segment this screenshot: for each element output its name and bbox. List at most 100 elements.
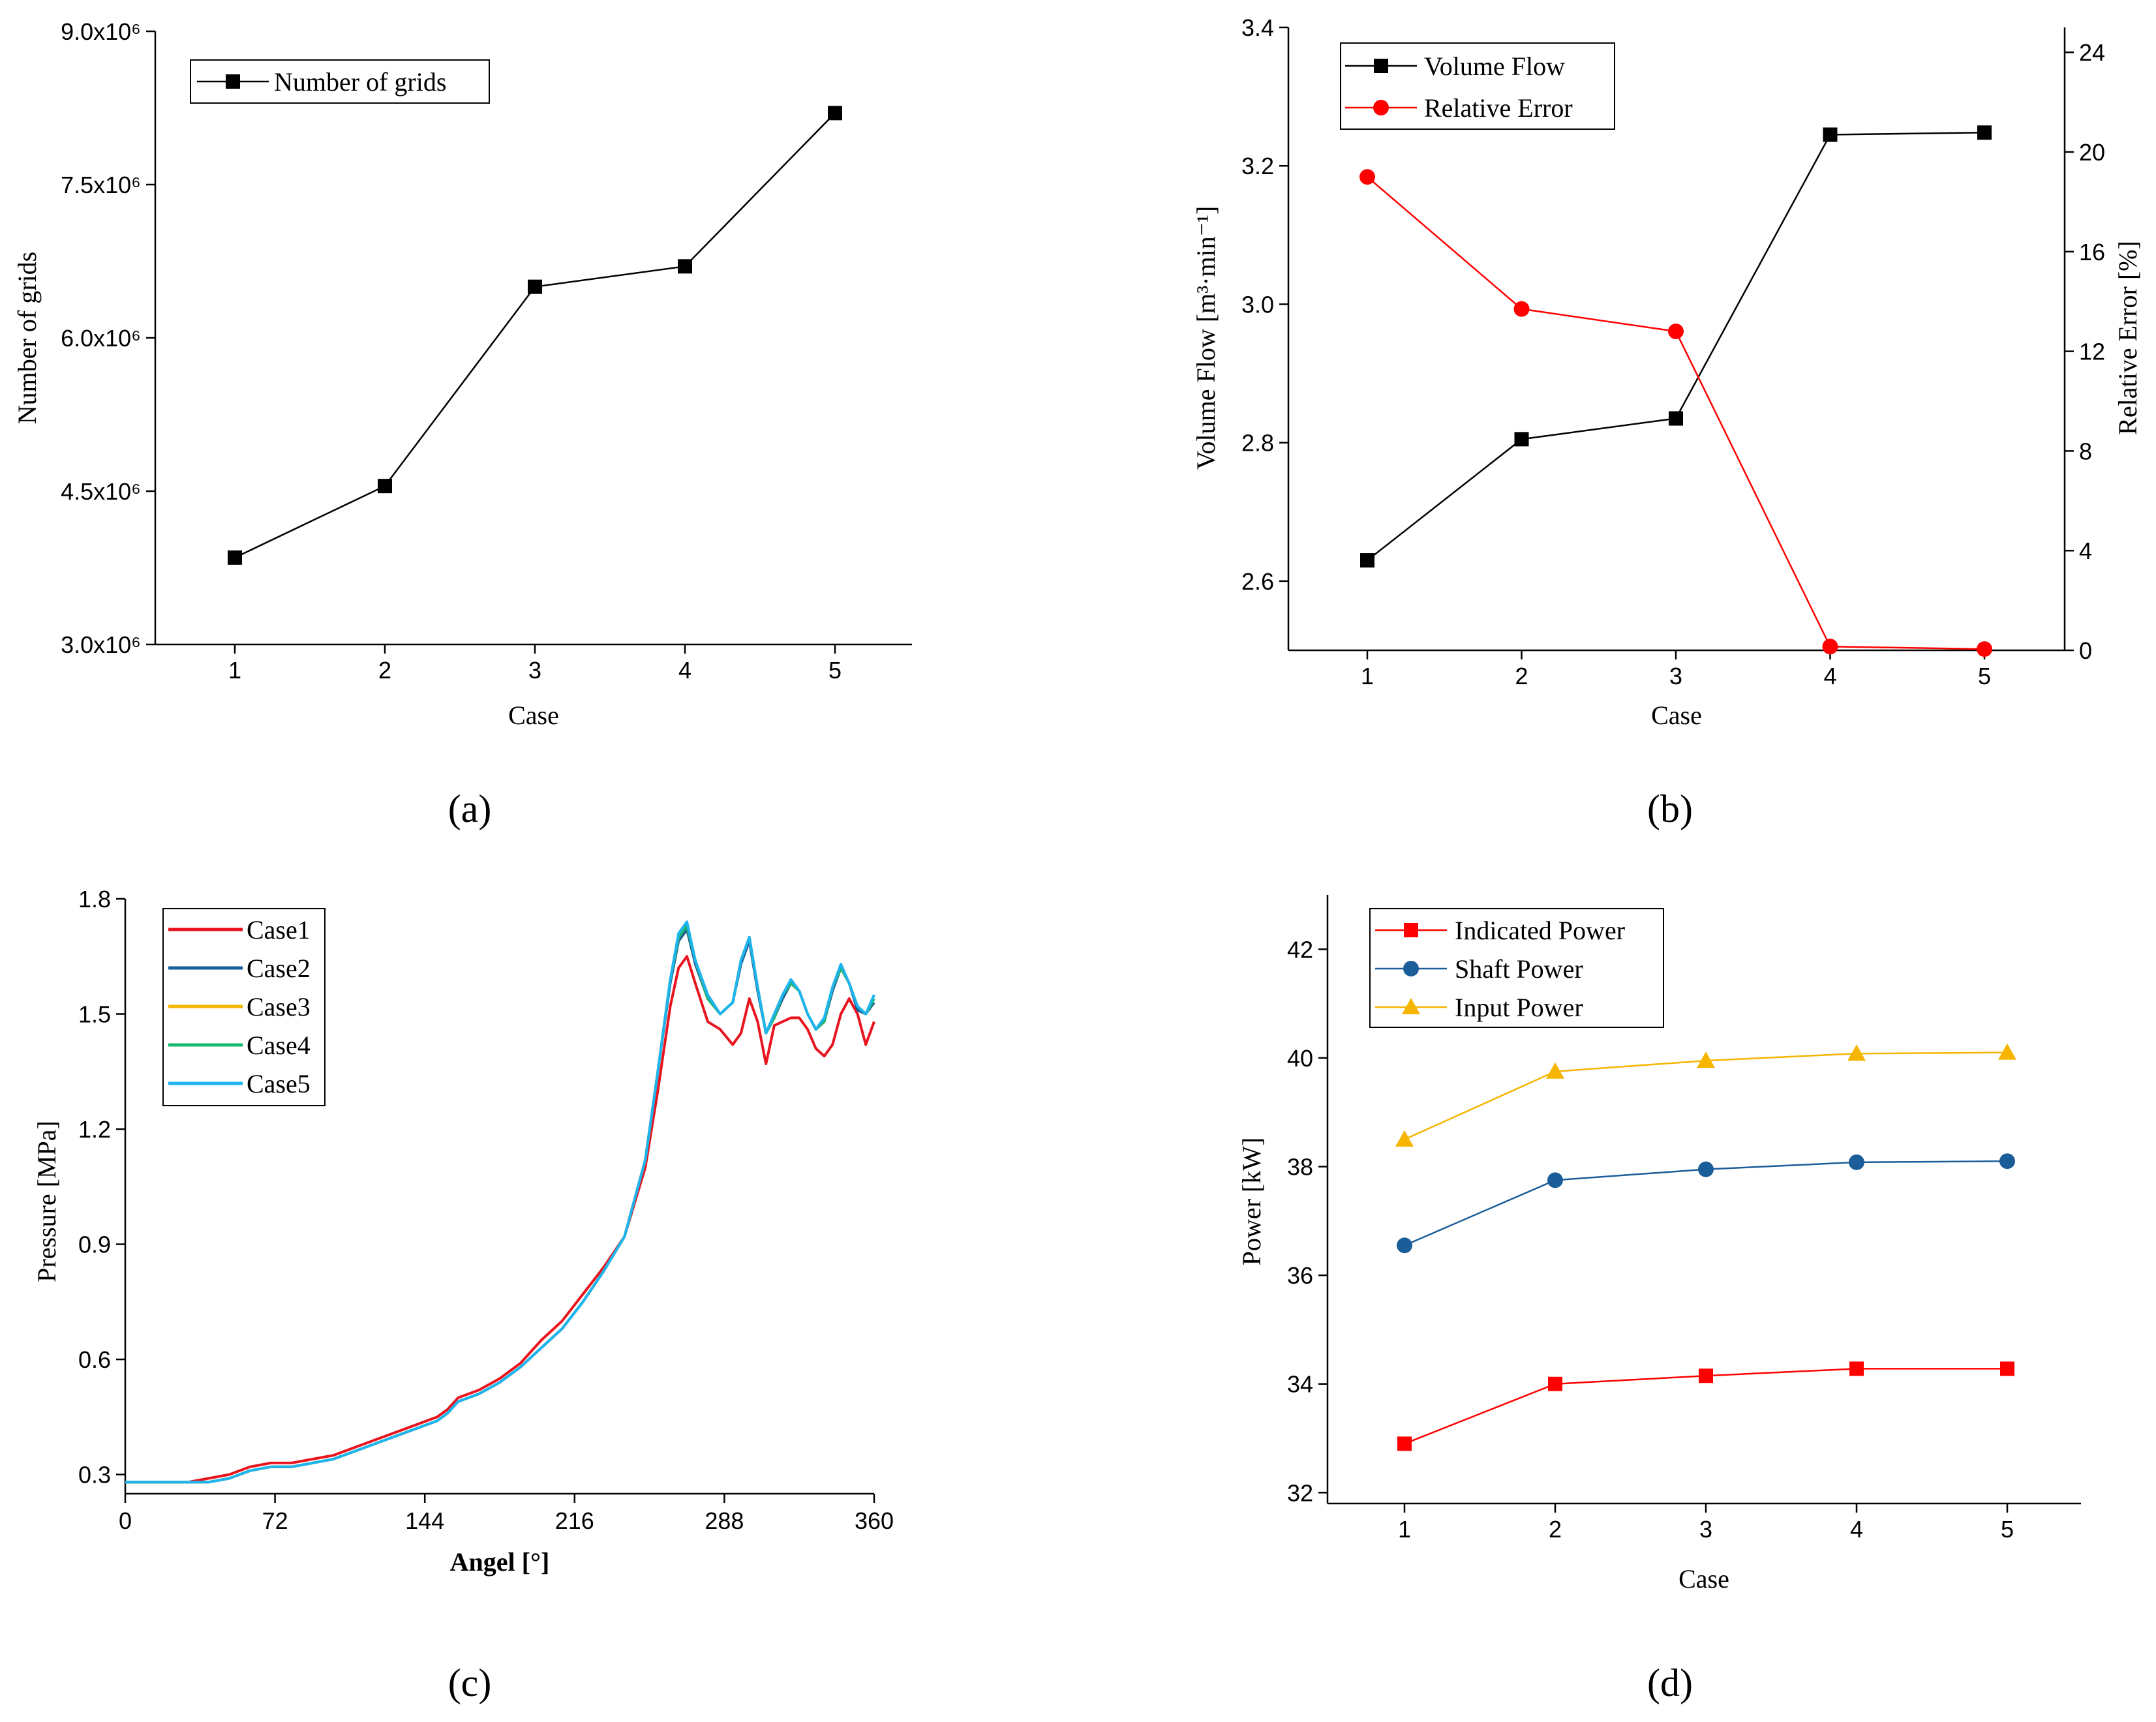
panel-d-y-axis-label: Power [kW] (1237, 1138, 1266, 1266)
legend-label-volume-flow: Volume Flow (1424, 52, 1565, 81)
x-tick-label: 2 (378, 657, 391, 684)
x-tick-label: 3 (1669, 663, 1682, 689)
y-tick-label: 1.2 (78, 1116, 111, 1143)
legend-label-number-of-grids: Number of grids (274, 67, 446, 97)
panel-c-legend: Case1 Case2 Case3 Case4 Case5 (162, 908, 326, 1106)
data-point-shaft-power (1999, 1153, 2015, 1170)
data-point-relative-error (1977, 641, 1992, 657)
series-line-volume-flow (1367, 132, 1985, 562)
y-tick-label: 42 (1287, 936, 1313, 963)
data-point-indicated-power (2000, 1361, 2014, 1376)
panel-c-chart: 0 72 144 216 288 360 0.3 0.6 0.9 1.2 1.5 1.8 Angel … (32, 886, 894, 1704)
x-tick-label: 5 (1978, 663, 1991, 689)
series-line-number-of-grids (234, 112, 836, 558)
y-tick-label: 36 (1287, 1262, 1313, 1289)
series-line-case1 (125, 955, 875, 1484)
y-tick-label: 4.5x10⁶ (61, 478, 141, 505)
data-point-relative-error (1359, 169, 1375, 185)
legend-marker-input-power (1402, 998, 1420, 1014)
y-tick-label: 7.5x10⁶ (61, 172, 141, 198)
data-point-indicated-power (1699, 1368, 1713, 1383)
panel-b-legend: Volume Flow Relative Error (1340, 42, 1615, 130)
y-tick-label: 3.0x10⁶ (61, 631, 141, 658)
panel-b-label: (b) (1647, 787, 1693, 830)
panel-b-x-axis-label: Case (1651, 701, 1702, 730)
data-point-volume-flow (1823, 127, 1838, 142)
legend-label-input-power: Input Power (1455, 993, 1583, 1022)
panel-b-legend-box (1340, 42, 1615, 130)
panel-d-series (1395, 1043, 2016, 1451)
y-tick-label: 38 (1287, 1154, 1313, 1181)
data-point-number-of-grids (528, 279, 542, 294)
data-point-number-of-grids (228, 550, 242, 565)
legend-label-case5: Case5 (247, 1069, 311, 1098)
x-tick-label: 1 (228, 657, 241, 684)
panel-a-y-axis-label: Number of grids (12, 252, 42, 424)
panel-c-series (125, 920, 875, 1484)
panel-a-label: (a) (448, 787, 492, 830)
y2-tick-label: 16 (2079, 239, 2105, 265)
y-tick-label: 9.0x10⁶ (61, 18, 141, 45)
data-point-input-power (1546, 1062, 1564, 1079)
x-tick-label: 3 (528, 657, 541, 684)
legend-label-case3: Case3 (247, 992, 311, 1021)
y-tick-label: 40 (1287, 1045, 1313, 1072)
x-tick-label: 0 (119, 1507, 132, 1534)
data-point-number-of-grids (378, 479, 392, 494)
y-tick-label: 1.8 (78, 886, 111, 913)
data-point-input-power (1847, 1044, 1866, 1061)
x-tick-label: 1 (1361, 663, 1374, 689)
panel-c-x-axis-label: Angel [°] (450, 1547, 550, 1577)
x-tick-label: 2 (1549, 1516, 1562, 1543)
data-point-indicated-power (1849, 1361, 1864, 1376)
panel-a-x-axis-label: Case (508, 701, 559, 730)
data-point-shaft-power (1547, 1172, 1563, 1188)
legend-marker-volume-flow (1374, 59, 1388, 73)
panel-b-y-axis-label: Volume Flow [m³·min⁻¹] (1191, 206, 1221, 470)
legend-marker-number-of-grids (226, 74, 240, 89)
data-point-number-of-grids (828, 106, 842, 121)
y2-tick-label: 20 (2079, 139, 2105, 166)
y-tick-label: 3.0 (1241, 291, 1274, 318)
x-tick-label: 360 (855, 1507, 894, 1534)
y2-tick-label: 8 (2079, 438, 2092, 464)
y2-tick-label: 24 (2079, 39, 2105, 66)
legend-label-case1: Case1 (247, 915, 311, 944)
x-tick-label: 4 (678, 657, 691, 684)
y-tick-label: 6.0x10⁶ (61, 325, 141, 352)
y-tick-label: 34 (1287, 1371, 1313, 1398)
legend-marker-indicated-power (1404, 923, 1418, 937)
data-point-input-power (1697, 1051, 1715, 1068)
y-tick-label: 2.6 (1241, 568, 1274, 595)
legend-label-case2: Case2 (247, 954, 311, 983)
data-point-shaft-power (1698, 1161, 1714, 1177)
panel-d-legend: Indicated Power Shaft Power Input Power (1369, 908, 1664, 1028)
data-point-volume-flow (1514, 432, 1529, 447)
panel-a-chart: 1 2 3 4 5 3.0x10⁶ 4.5x10⁶ 6.0x10⁶ 7.5x10⁶ 9.0x10⁶… (12, 18, 912, 830)
y-tick-label: 32 (1287, 1479, 1313, 1506)
data-point-volume-flow (1669, 411, 1683, 426)
data-point-indicated-power (1548, 1376, 1562, 1391)
data-point-number-of-grids (678, 259, 692, 274)
legend-marker-shaft-power (1403, 961, 1419, 976)
x-tick-label: 5 (2001, 1516, 2014, 1543)
data-point-relative-error (1822, 639, 1838, 655)
x-tick-label: 2 (1515, 663, 1528, 689)
panel-a-ticks: 1 2 3 4 5 3.0x10⁶ 4.5x10⁶ 6.0x10⁶ 7.5x10⁶ 9.0x10⁶ (61, 18, 842, 684)
x-tick-label: 3 (1699, 1516, 1712, 1543)
data-point-relative-error (1668, 324, 1684, 340)
y-tick-label: 0.3 (78, 1462, 111, 1488)
panel-b-series (1359, 125, 1992, 657)
data-point-volume-flow (1360, 553, 1374, 568)
y-tick-label: 1.5 (78, 1001, 111, 1028)
y-tick-label: 3.4 (1241, 14, 1274, 41)
series-line-case5 (125, 920, 875, 1484)
data-point-relative-error (1513, 301, 1530, 317)
y2-tick-label: 4 (2079, 537, 2092, 564)
x-tick-label: 4 (1823, 663, 1836, 689)
